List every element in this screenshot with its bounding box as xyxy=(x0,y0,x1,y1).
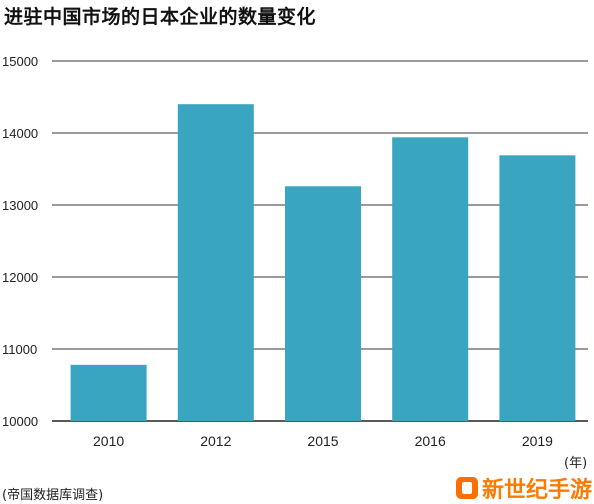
x-tick-labels: 2010 2012 2015 2016 2019 xyxy=(93,433,553,449)
y-tick-label: 10000 xyxy=(2,414,38,429)
x-tick-label: 2016 xyxy=(415,433,446,449)
y-tick-label: 14000 xyxy=(2,126,38,141)
bar-2015 xyxy=(285,186,361,421)
x-tick-label: 2019 xyxy=(522,433,553,449)
watermark-text: 新世纪手游 xyxy=(482,478,593,503)
watermark-logo-icon xyxy=(456,477,478,499)
x-tick-label: 2010 xyxy=(93,433,124,449)
x-tick-label: 2012 xyxy=(200,433,231,449)
y-tick-label: 12000 xyxy=(2,270,38,285)
bar-2016 xyxy=(392,137,469,421)
chart-title: 进驻中国市场的日本企业的数量变化 xyxy=(4,6,317,28)
bar-2012 xyxy=(177,104,254,421)
x-axis-unit-label: (年) xyxy=(564,456,588,471)
y-tick-label: 11000 xyxy=(2,342,37,357)
watermark: 新世纪手游 xyxy=(456,472,592,504)
source-note: (帝国数据库调查) xyxy=(2,488,104,503)
y-tick-labels: 10000 11000 12000 13000 14000 15000 xyxy=(2,54,38,429)
y-tick-label: 15000 xyxy=(2,54,38,69)
bar-2019 xyxy=(499,155,576,421)
bar-2010 xyxy=(70,364,147,421)
y-tick-label: 13000 xyxy=(2,198,38,213)
bars xyxy=(70,104,576,421)
x-tick-label: 2015 xyxy=(307,433,338,449)
